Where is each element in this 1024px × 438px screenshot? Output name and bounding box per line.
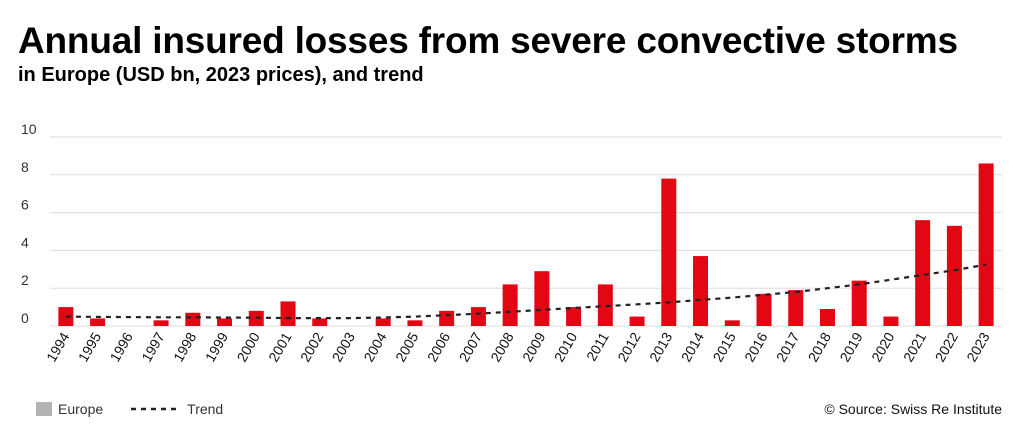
x-tick-label-1997: 1997 <box>138 329 168 364</box>
x-tick-label-2007: 2007 <box>456 329 486 364</box>
source-note: © Source: Swiss Re Institute <box>824 401 1002 417</box>
bar-1995 <box>90 318 106 326</box>
bar-1999 <box>217 318 233 326</box>
bar-1994 <box>58 307 74 326</box>
bar-2023 <box>978 163 994 326</box>
x-tick-label-2018: 2018 <box>805 329 835 364</box>
x-tick-label-2009: 2009 <box>519 329 549 364</box>
bar-2012 <box>629 316 645 326</box>
x-tick-label-2023: 2023 <box>963 329 993 364</box>
bar-2018 <box>819 308 835 326</box>
x-tick-label-2021: 2021 <box>900 329 930 364</box>
chart-subtitle: in Europe (USD bn, 2023 prices), and tre… <box>18 64 424 86</box>
legend-trend-line-icon <box>131 407 180 411</box>
legend: Europe Trend <box>36 401 223 417</box>
x-tick-label-2000: 2000 <box>233 329 263 364</box>
y-tick-label-6: 6 <box>21 197 29 213</box>
bar-2011 <box>597 284 613 326</box>
x-tick-label-2001: 2001 <box>265 329 295 364</box>
bar-2014 <box>693 256 709 326</box>
bar-2010 <box>566 307 582 326</box>
x-tick-label-1994: 1994 <box>43 329 73 364</box>
bar-2007 <box>470 307 486 326</box>
y-tick-label-4: 4 <box>21 234 29 250</box>
legend-label-trend: Trend <box>187 401 224 417</box>
bar-2009 <box>534 271 550 326</box>
bar-2001 <box>280 301 296 326</box>
x-tick-label-2017: 2017 <box>773 329 803 364</box>
x-tick-label-1999: 1999 <box>202 329 232 364</box>
bar-2006 <box>439 310 455 326</box>
legend-label-europe: Europe <box>58 401 104 417</box>
bar-2019 <box>851 280 867 326</box>
y-tick-label-10: 10 <box>21 121 37 137</box>
bar-2015 <box>724 320 740 326</box>
x-tick-label-2013: 2013 <box>646 329 676 364</box>
bar-2021 <box>915 220 931 326</box>
y-tick-label-2: 2 <box>21 272 29 288</box>
x-tick-label-2012: 2012 <box>614 329 644 364</box>
x-tick-label-2014: 2014 <box>678 329 708 364</box>
x-tick-label-2003: 2003 <box>329 329 359 364</box>
x-tick-label-2020: 2020 <box>868 329 898 364</box>
x-tick-label-2019: 2019 <box>836 329 866 364</box>
legend-swatch-europe <box>36 402 52 416</box>
y-tick-label-0: 0 <box>21 310 29 326</box>
bar-2005 <box>407 320 423 326</box>
trend-line <box>65 263 987 320</box>
bar-2013 <box>661 178 677 326</box>
bar-2008 <box>502 284 518 326</box>
x-tick-label-2010: 2010 <box>551 329 581 364</box>
x-tick-label-2005: 2005 <box>392 329 422 364</box>
y-tick-label-8: 8 <box>21 159 29 175</box>
bar-2004 <box>375 318 391 326</box>
x-tick-label-2011: 2011 <box>583 329 612 363</box>
chart-title: Annual insured losses from severe convec… <box>18 20 958 61</box>
x-tick-label-2006: 2006 <box>424 329 454 364</box>
x-tick-label-1998: 1998 <box>170 329 200 364</box>
x-tick-label-1995: 1995 <box>75 329 105 364</box>
bar-1998 <box>185 312 201 326</box>
bar-2020 <box>883 316 899 326</box>
bar-2016 <box>756 293 772 326</box>
x-tick-label-2004: 2004 <box>360 329 390 364</box>
bar-2017 <box>788 290 804 326</box>
x-tick-label-2008: 2008 <box>487 329 517 364</box>
x-tick-label-2002: 2002 <box>297 329 327 364</box>
x-tick-label-1996: 1996 <box>106 329 136 364</box>
x-tick-label-2016: 2016 <box>741 329 771 364</box>
bar-1997 <box>153 320 169 326</box>
bar-2022 <box>946 225 962 326</box>
x-tick-label-2022: 2022 <box>932 329 962 364</box>
x-tick-label-2015: 2015 <box>709 329 739 364</box>
bar-2002 <box>312 318 328 326</box>
